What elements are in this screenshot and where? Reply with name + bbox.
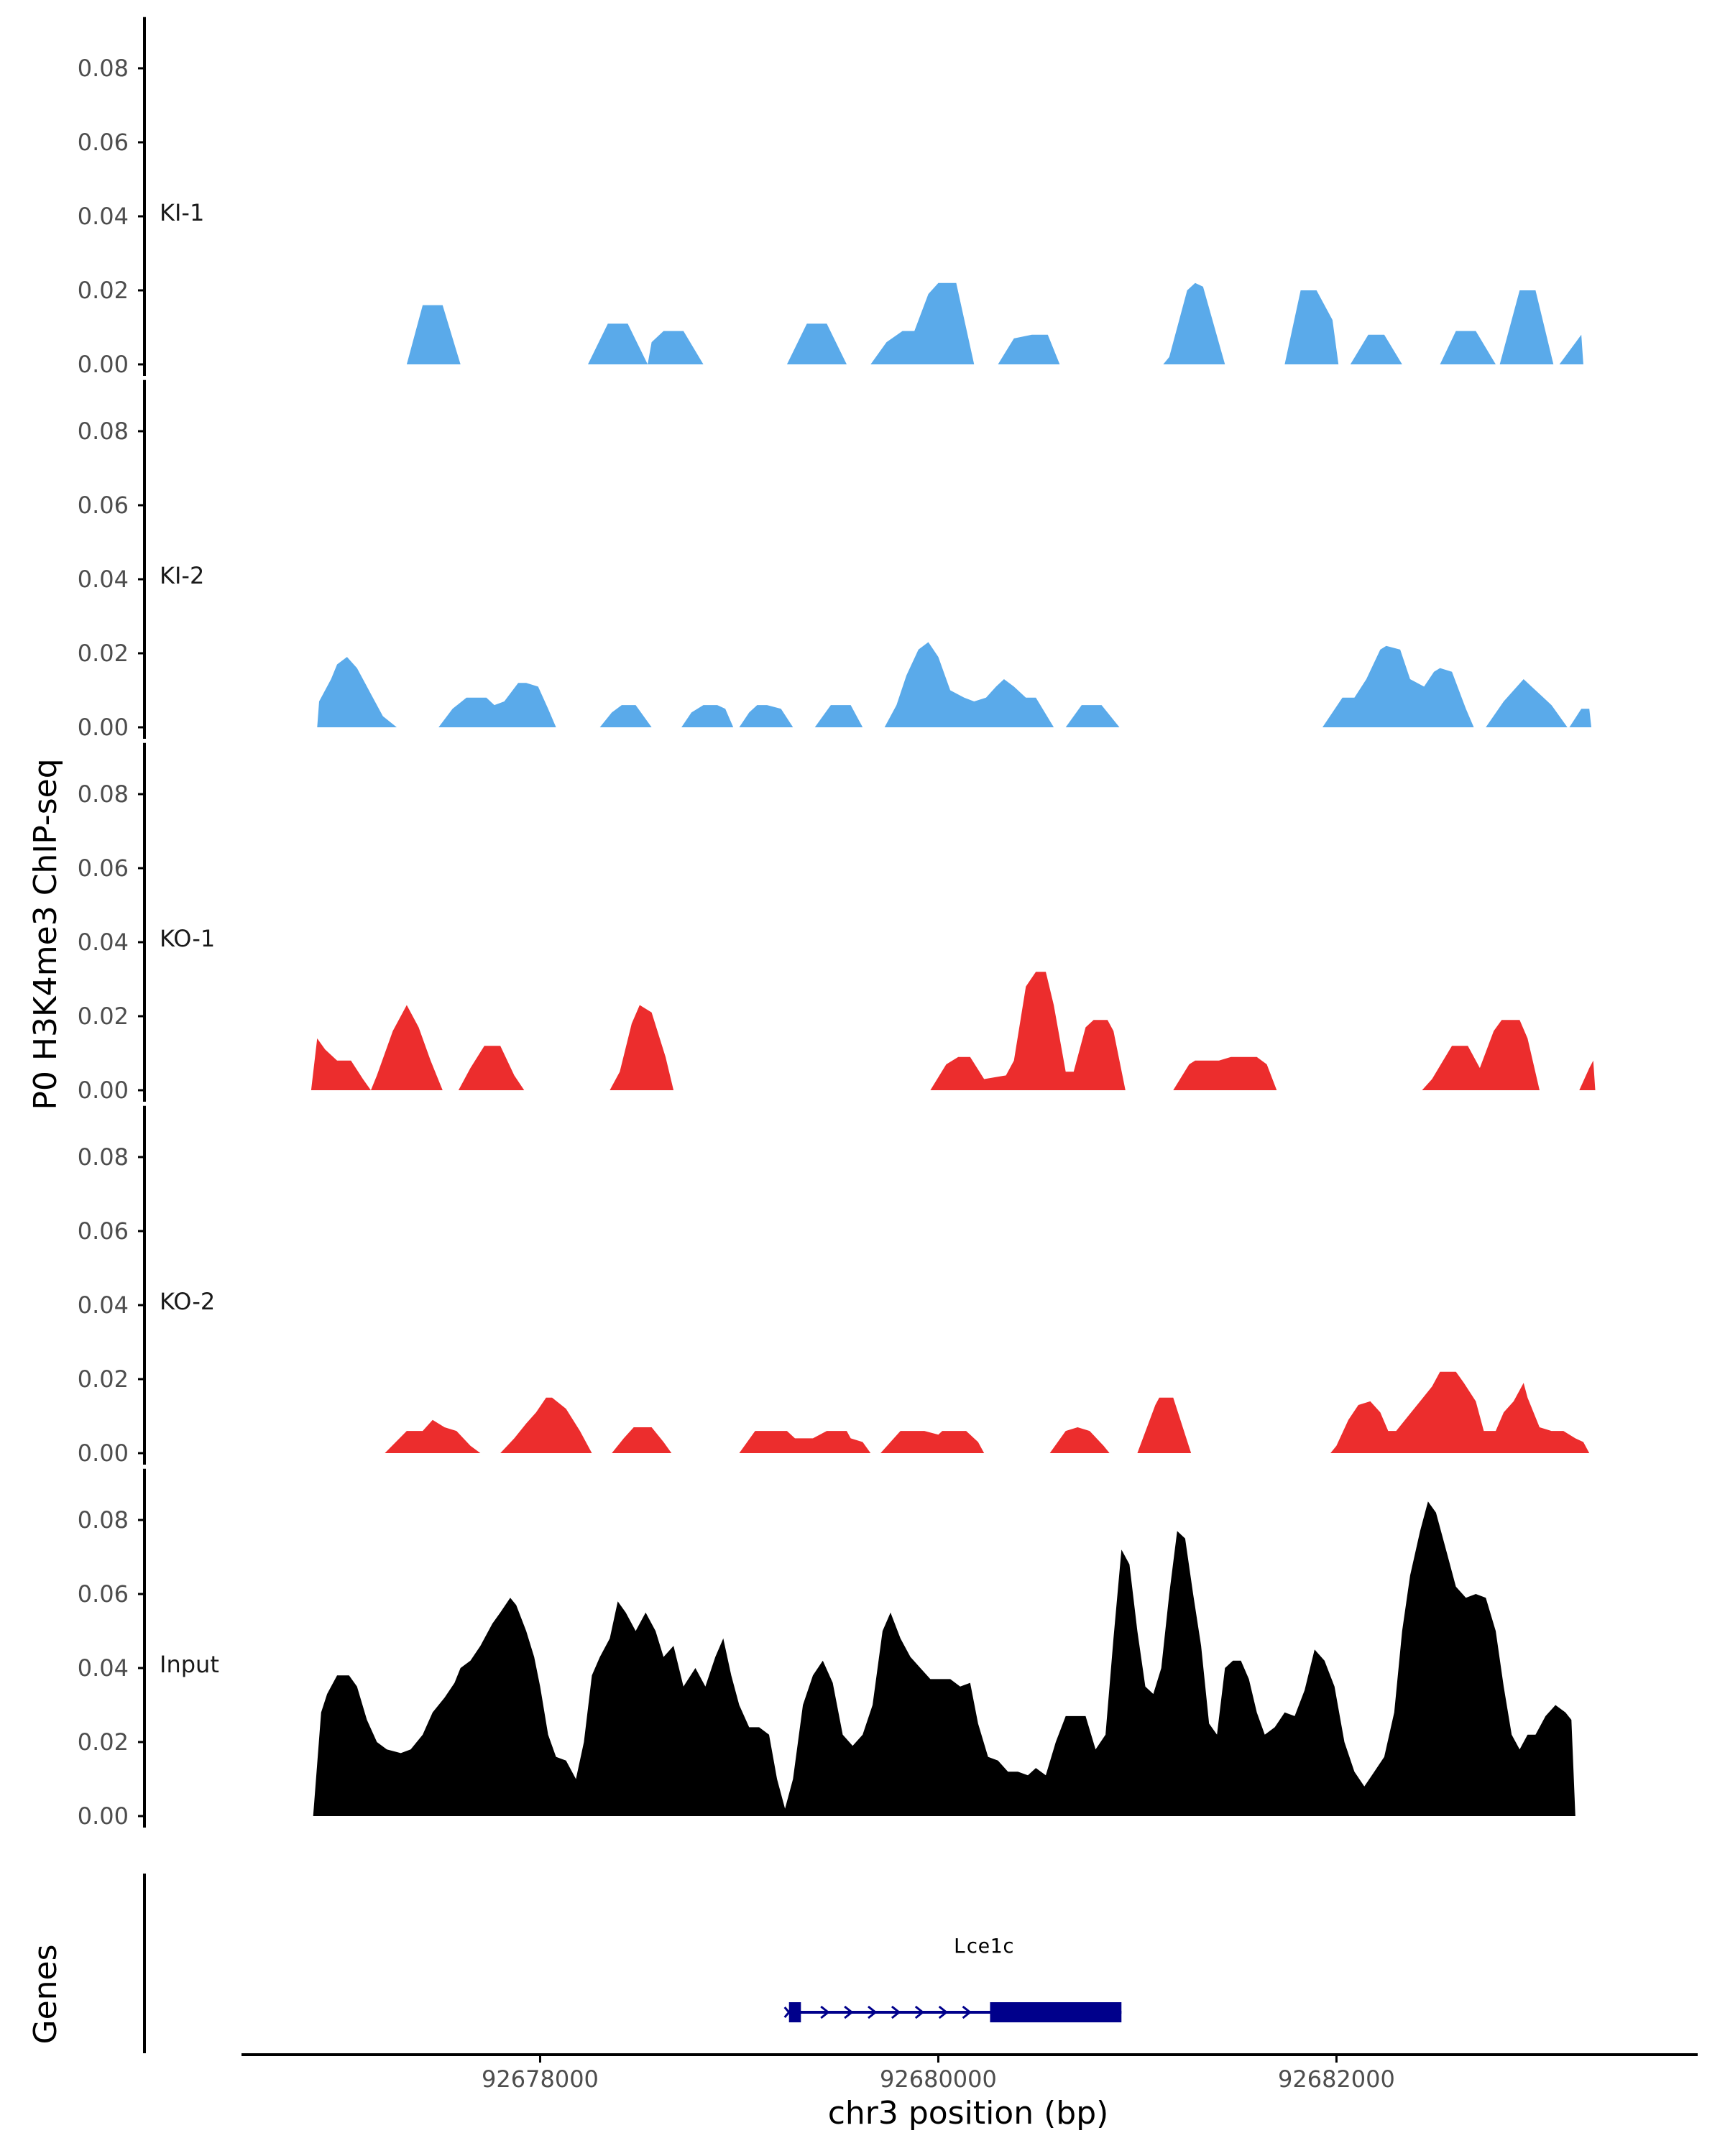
signal-tracks: 0.00 0.02 0.04 0.06 0.08 KI-1 0.00 0.02 0.04 0.06… bbox=[78, 17, 1596, 1830]
x-axis-title: chr3 position (bp) bbox=[828, 2095, 1109, 2132]
y-tick-label: 0.04 bbox=[78, 1291, 129, 1319]
gene-name-label: Lce1c bbox=[954, 1934, 1014, 1958]
y-tick-label: 0.02 bbox=[78, 1728, 129, 1756]
track-input: 0.00 0.02 0.04 0.06 0.08 Input bbox=[78, 1468, 1576, 1830]
y-tick-label: 0.02 bbox=[78, 1003, 129, 1030]
x-tick-label: 92680000 bbox=[880, 2065, 997, 2093]
track-label-input: Input bbox=[160, 1651, 219, 1678]
y-tick-label: 0.06 bbox=[78, 1217, 129, 1245]
y-tick-label: 0.00 bbox=[78, 1439, 129, 1467]
y-tick-label: 0.04 bbox=[78, 1654, 129, 1682]
y-tick-label: 0.04 bbox=[78, 929, 129, 956]
y-tick-label: 0.08 bbox=[78, 1506, 129, 1534]
strand-arrow bbox=[820, 2005, 830, 2019]
genes-track-label: Genes bbox=[27, 1944, 64, 2044]
strand-arrow bbox=[962, 2005, 972, 2019]
track-label-ko-1: KO-1 bbox=[160, 925, 215, 952]
y-tick-label: 0.02 bbox=[78, 640, 129, 667]
y-tick-label: 0.06 bbox=[78, 129, 129, 156]
gene-track: Lce1c bbox=[143, 1874, 1122, 2053]
gene-exon bbox=[990, 2002, 1122, 2022]
y-tick-label: 0.08 bbox=[78, 418, 129, 445]
y-axis-title: P0 H3K4me3 ChIP-seq bbox=[27, 758, 64, 1110]
y-tick-label: 0.00 bbox=[78, 714, 129, 741]
track-ko-2: 0.00 0.02 0.04 0.06 0.08 KO-2 bbox=[78, 1105, 1590, 1467]
y-tick-label: 0.00 bbox=[78, 351, 129, 378]
signal-area-ko-2 bbox=[385, 1371, 1590, 1453]
track-label-ki-1: KI-1 bbox=[160, 199, 204, 226]
y-tick-label: 0.02 bbox=[78, 1365, 129, 1393]
y-tick-label: 0.00 bbox=[78, 1802, 129, 1830]
gene-exon bbox=[788, 2002, 801, 2022]
strand-arrow bbox=[891, 2005, 901, 2019]
signal-area-input bbox=[313, 1501, 1576, 1816]
signal-area-ki-2 bbox=[317, 642, 1591, 727]
y-tick-label: 0.06 bbox=[78, 492, 129, 519]
track-ki-2: 0.00 0.02 0.04 0.06 0.08 KI-2 bbox=[78, 379, 1591, 741]
y-tick-label: 0.06 bbox=[78, 1580, 129, 1608]
strand-arrow bbox=[844, 2005, 854, 2019]
signal-area-ko-1 bbox=[310, 972, 1596, 1090]
strand-arrow bbox=[938, 2005, 949, 2019]
y-tick-label: 0.06 bbox=[78, 854, 129, 882]
x-axis: 92678000 92680000 92682000 bbox=[242, 2053, 1698, 2093]
x-tick-label: 92678000 bbox=[482, 2065, 599, 2093]
x-tick-label: 92682000 bbox=[1278, 2065, 1395, 2093]
y-tick-label: 0.08 bbox=[78, 55, 129, 82]
y-tick-label: 0.04 bbox=[78, 203, 129, 230]
strand-arrow bbox=[868, 2005, 878, 2019]
track-label-ko-2: KO-2 bbox=[160, 1288, 215, 1315]
y-tick-label: 0.08 bbox=[78, 780, 129, 808]
track-ko-1: 0.00 0.02 0.04 0.06 0.08 KO-1 bbox=[78, 742, 1596, 1104]
y-tick-label: 0.04 bbox=[78, 566, 129, 593]
signal-area-ki-1 bbox=[406, 282, 1583, 364]
strand-arrow bbox=[914, 2005, 925, 2019]
y-tick-label: 0.02 bbox=[78, 277, 129, 304]
track-ki-1: 0.00 0.02 0.04 0.06 0.08 KI-1 bbox=[78, 17, 1583, 378]
gene-lce1c: Lce1c bbox=[783, 1934, 1122, 2022]
track-label-ki-2: KI-2 bbox=[160, 562, 204, 589]
y-tick-label: 0.00 bbox=[78, 1077, 129, 1104]
y-tick-label: 0.08 bbox=[78, 1143, 129, 1171]
